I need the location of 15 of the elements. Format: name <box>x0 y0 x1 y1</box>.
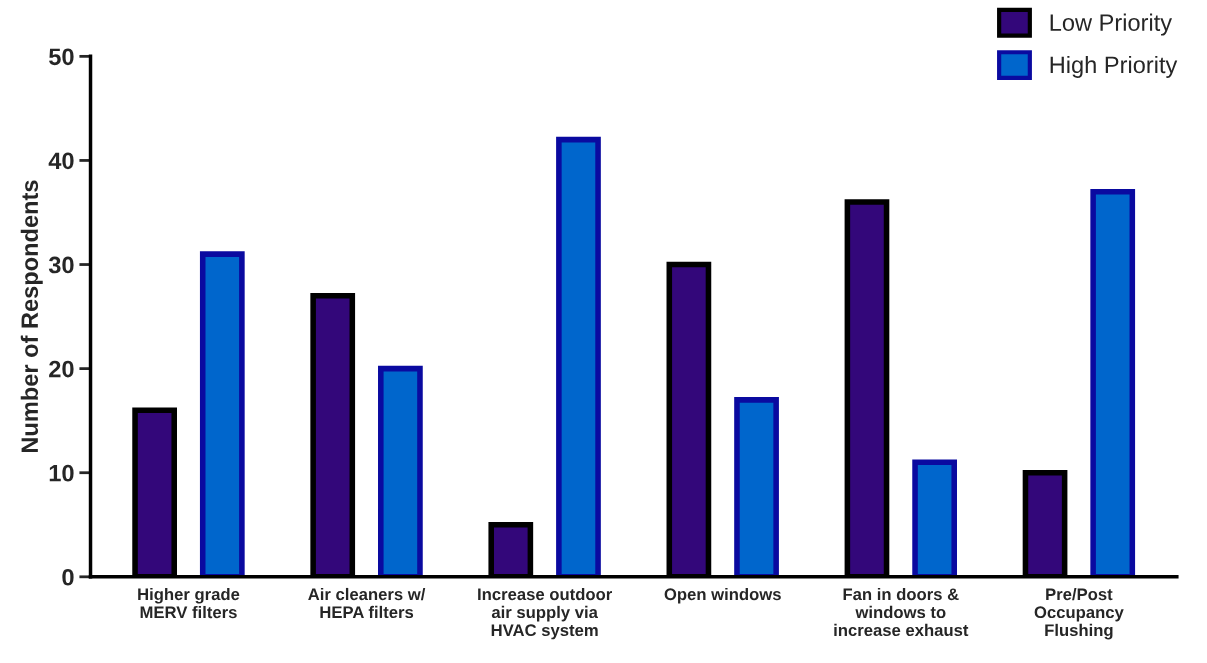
y-tick-label: 10 <box>49 464 74 482</box>
y-tick-label: 20 <box>49 360 74 378</box>
x-tick-label: Open windows <box>664 587 781 604</box>
legend-label: High Priority <box>1050 55 1178 78</box>
y-axis-title: Number of Respondents <box>20 180 43 453</box>
y-tick-label: 30 <box>48 256 74 274</box>
legend-label: Low Priority <box>1050 13 1173 36</box>
y-tick-label: 50 <box>49 48 74 66</box>
x-tick-label: Higher grade MERV filters <box>138 587 240 619</box>
x-tick-label: Fan in doors & windows to increase exhaust <box>834 587 969 637</box>
y-tick-label: 40 <box>48 152 74 170</box>
y-tick-label: 0 <box>62 568 74 586</box>
x-tick-label: Air cleaners w/ HEPA filters <box>308 587 426 619</box>
x-tick-label: Pre/Post Occupancy Flushing <box>1034 587 1124 640</box>
x-tick-label: Increase outdoor air supply via HVAC system <box>478 587 612 640</box>
